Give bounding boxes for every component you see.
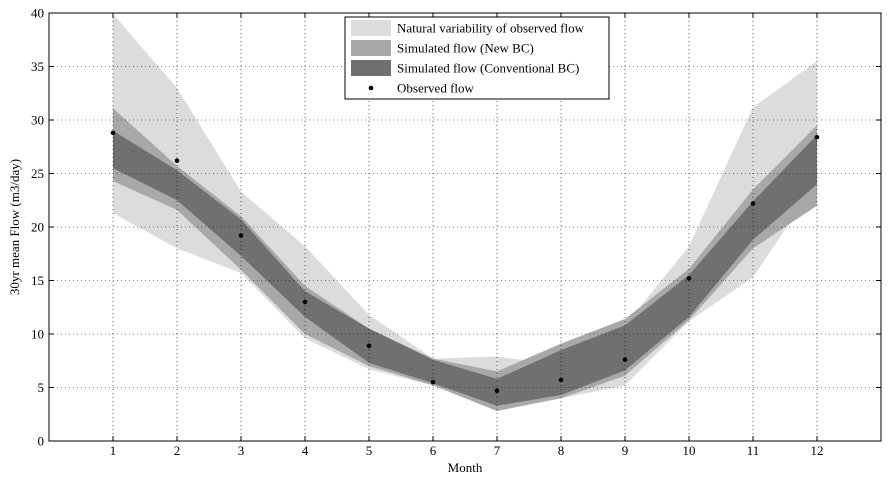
- observed-point: [750, 201, 756, 206]
- x-tick-label: 2: [174, 443, 181, 458]
- x-tick-label: 7: [494, 443, 501, 458]
- y-tick-label: 15: [31, 273, 44, 288]
- x-tick-label: 3: [238, 443, 245, 458]
- legend-swatch: [351, 20, 391, 36]
- observed-point: [814, 134, 820, 140]
- observed-point: [238, 233, 244, 238]
- y-tick-label: 0: [38, 434, 45, 449]
- x-tick-label: 9: [622, 443, 629, 458]
- legend-marker: [368, 85, 374, 91]
- observed-point: [110, 130, 116, 136]
- band-series-2: [113, 130, 817, 406]
- band-layer: [113, 14, 817, 411]
- legend-swatch: [351, 60, 391, 76]
- x-tick-label: 5: [366, 443, 373, 458]
- legend: Natural variability of observed flow Simu…: [344, 16, 610, 100]
- x-tick-label: 6: [430, 443, 437, 458]
- y-tick-label: 40: [31, 6, 44, 21]
- observed-point: [302, 299, 308, 305]
- observed-point: [686, 276, 692, 281]
- x-tick-label: 1: [110, 443, 117, 458]
- x-axis-label: Month: [448, 460, 483, 475]
- legend-label: Observed flow: [397, 81, 475, 96]
- legend-swatch: [351, 40, 391, 56]
- y-tick-label: 5: [38, 380, 45, 395]
- y-tick-label: 20: [31, 220, 44, 235]
- y-tick-label: 25: [31, 166, 44, 181]
- legend-label: Natural variability of observed flow: [397, 21, 585, 36]
- y-tick-label: 35: [31, 59, 44, 74]
- x-tick-label: 12: [811, 443, 824, 458]
- x-tick-label: 8: [558, 443, 565, 458]
- observed-point: [494, 388, 500, 394]
- observed-point: [430, 379, 436, 385]
- observed-point: [174, 158, 180, 163]
- y-tick-label: 10: [31, 327, 44, 342]
- observed-point: [622, 357, 628, 362]
- points-layer: [110, 130, 820, 394]
- legend-label: Simulated flow (New BC): [397, 41, 534, 56]
- legend-label: Simulated flow (Conventional BC): [397, 61, 579, 76]
- observed-point: [366, 343, 372, 349]
- x-tick-label: 4: [302, 443, 309, 458]
- y-axis-label: 30yr mean Flow (m3/day): [7, 159, 22, 295]
- y-tick-label: 30: [31, 113, 44, 128]
- x-tick-label: 11: [747, 443, 760, 458]
- x-tick-label: 10: [683, 443, 696, 458]
- observed-point: [558, 377, 564, 383]
